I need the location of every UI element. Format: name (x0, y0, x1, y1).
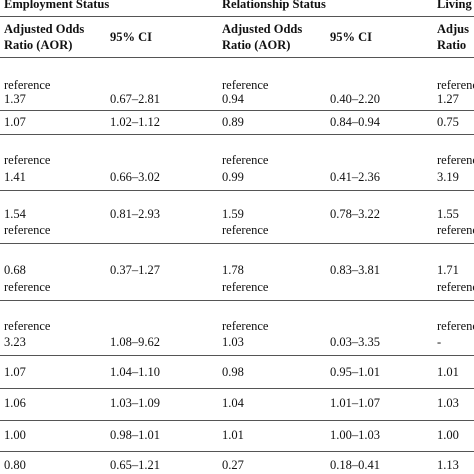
cell: reference (437, 78, 474, 92)
row-rule (0, 110, 474, 111)
cell: 1.04 (222, 396, 244, 410)
row-rule (0, 300, 474, 301)
row-rule (0, 57, 474, 58)
cell: 1.03 (437, 396, 459, 410)
cell: reference (222, 280, 269, 294)
cell: 0.65–1.21 (110, 458, 160, 472)
cell: 3.19 (437, 170, 459, 184)
cell: 1.03–1.09 (110, 396, 160, 410)
cell: 1.55 (437, 207, 459, 221)
cell: reference (437, 319, 474, 333)
cell: 1.78 (222, 263, 244, 277)
column-header: Ratio (437, 38, 467, 52)
cell: reference (437, 280, 474, 294)
cell: 1.71 (437, 263, 459, 277)
cell: 0.03–3.35 (330, 335, 380, 349)
cell: reference (4, 153, 51, 167)
column-header: 95% CI (330, 30, 373, 44)
cell: 0.84–0.94 (330, 115, 380, 129)
cell: 0.75 (437, 115, 459, 129)
cell: 0.40–2.20 (330, 92, 380, 106)
cell: reference (437, 223, 474, 237)
cell: 0.89 (222, 115, 244, 129)
cell: 1.13 (437, 458, 459, 472)
group-header: Employment Status (4, 0, 110, 11)
row-rule (0, 190, 474, 191)
cell: 0.66–3.02 (110, 170, 160, 184)
cell: 0.37–1.27 (110, 263, 160, 277)
cell: 0.98 (222, 365, 244, 379)
row-rule (0, 243, 474, 244)
cell: reference (222, 78, 269, 92)
column-header: 95% CI (110, 30, 153, 44)
cell: 3.23 (4, 335, 26, 349)
cell: - (437, 335, 442, 349)
cell: reference (222, 223, 269, 237)
cell: 1.03 (222, 335, 244, 349)
cell: reference (222, 319, 269, 333)
cell: 1.54 (4, 207, 26, 221)
row-rule (0, 388, 474, 389)
group-header: Relationship Status (222, 0, 326, 11)
column-header: Ratio (AOR) (222, 38, 291, 52)
row-rule (0, 451, 474, 452)
cell: 0.99 (222, 170, 244, 184)
cell: 0.27 (222, 458, 244, 472)
row-rule (0, 420, 474, 421)
cell: 0.83–3.81 (330, 263, 380, 277)
cell: 0.81–2.93 (110, 207, 160, 221)
cell: 0.95–1.01 (330, 365, 380, 379)
cell: 1.07 (4, 115, 26, 129)
row-rule (0, 355, 474, 356)
cell: 0.68 (4, 263, 26, 277)
cell: 1.59 (222, 207, 244, 221)
cell: 1.01–1.07 (330, 396, 380, 410)
cell: 1.41 (4, 170, 26, 184)
cell: reference (4, 280, 51, 294)
cell: 0.41–2.36 (330, 170, 380, 184)
cell: reference (4, 78, 51, 92)
cell: 1.00–1.03 (330, 428, 380, 442)
cell: 0.78–3.22 (330, 207, 380, 221)
row-rule (0, 134, 474, 135)
column-header: Adjus (437, 22, 469, 36)
row-rule (0, 16, 474, 17)
cell: 0.80 (4, 458, 26, 472)
cell: 1.37 (4, 92, 26, 106)
cell: reference (222, 153, 269, 167)
column-header: Adjusted Odds (222, 22, 303, 36)
cell: 0.67–2.81 (110, 92, 160, 106)
cell: 1.04–1.10 (110, 365, 160, 379)
column-header: Ratio (AOR) (4, 38, 73, 52)
cell: reference (4, 223, 51, 237)
cell: reference (4, 319, 51, 333)
cell: 0.94 (222, 92, 244, 106)
cell: 1.01 (222, 428, 244, 442)
cell: 1.02–1.12 (110, 115, 160, 129)
cell: 1.00 (437, 428, 459, 442)
cell: 1.27 (437, 92, 459, 106)
cell: reference (437, 153, 474, 167)
column-header: Adjusted Odds (4, 22, 85, 36)
cell: 1.01 (437, 365, 459, 379)
group-header: Living (437, 0, 472, 11)
cell: 1.07 (4, 365, 26, 379)
cell: 0.98–1.01 (110, 428, 160, 442)
cell: 1.08–9.62 (110, 335, 160, 349)
cell: 0.18–0.41 (330, 458, 380, 472)
cell: 1.00 (4, 428, 26, 442)
cell: 1.06 (4, 396, 26, 410)
